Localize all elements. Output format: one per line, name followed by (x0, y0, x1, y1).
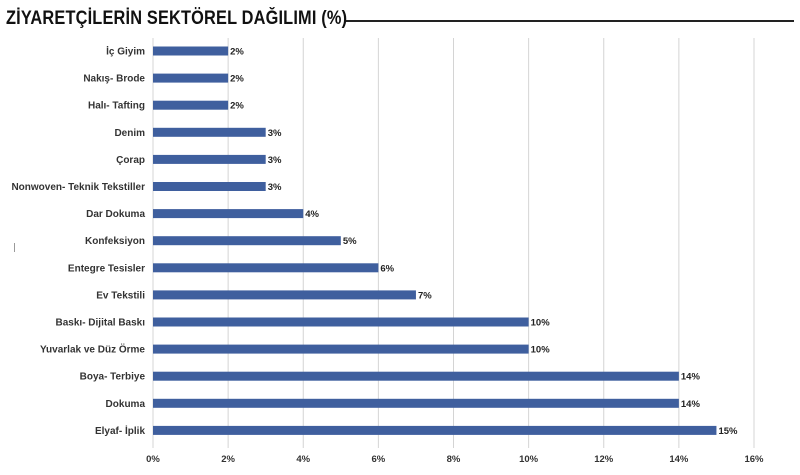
bar (153, 317, 529, 327)
category-label: Yuvarlak ve Düz Örme (40, 343, 145, 356)
category-label: Çorap (116, 155, 145, 166)
bar (153, 236, 341, 246)
data-label: 10% (531, 345, 551, 356)
data-label: 10% (531, 318, 551, 329)
x-tick-label: 12% (594, 454, 614, 465)
edge-mark (14, 243, 15, 252)
data-label: 3% (268, 128, 282, 139)
category-label: Boya- Terbiye (80, 372, 146, 383)
category-label: Dokuma (106, 399, 146, 410)
data-label: 14% (681, 399, 701, 410)
data-label: 14% (681, 372, 701, 383)
x-tick-label: 6% (372, 454, 386, 465)
x-tick-label: 10% (519, 454, 539, 465)
data-label: 5% (343, 236, 357, 247)
title-rule (346, 20, 794, 22)
bar (153, 263, 379, 273)
bar (153, 127, 266, 137)
bar (153, 154, 266, 164)
bar (153, 209, 304, 219)
data-label: 3% (268, 182, 282, 193)
x-tick-label: 14% (669, 454, 689, 465)
data-label: 4% (305, 209, 319, 220)
data-label: 2% (230, 101, 244, 112)
data-label: 7% (418, 290, 432, 301)
chart-title: ZİYARETÇİLERİN SEKTÖREL DAĞILIMI (%) (6, 8, 348, 29)
data-label: 3% (268, 155, 282, 166)
category-label: Baskı- Dijital Baskı (56, 318, 146, 329)
data-label: 6% (380, 263, 394, 274)
category-label: Elyaf- İplik (95, 424, 145, 437)
bar (153, 46, 229, 56)
label-layer: 0% 2% 4% 6% 8% 10% 12% 14% 16% İç Giyim 2% Nakış- B… (11, 45, 764, 466)
x-tick-label: 2% (221, 454, 235, 465)
category-label: Halı- Tafting (88, 101, 145, 112)
data-label: 15% (718, 426, 738, 437)
bar (153, 182, 266, 191)
bar (153, 344, 529, 354)
category-label: Ev Tekstili (96, 290, 145, 301)
category-label: Nakış- Brode (83, 74, 145, 85)
x-tick-label: 0% (146, 454, 160, 465)
bar (153, 371, 679, 381)
bar (153, 398, 679, 408)
category-label: Dar Dokuma (86, 209, 145, 220)
bar (153, 290, 416, 300)
x-tick-label: 8% (447, 454, 461, 465)
category-label: Entegre Tesisler (68, 263, 145, 274)
category-label: Denim (114, 128, 145, 139)
data-label: 2% (230, 47, 244, 58)
bar (153, 425, 717, 435)
category-label: Nonwoven- Teknik Tekstiller (11, 182, 145, 193)
category-label: İç Giyim (106, 45, 145, 58)
title-row: ZİYARETÇİLERİN SEKTÖREL DAĞILIMI (%) (6, 6, 794, 34)
x-tick-label: 16% (744, 454, 764, 465)
bar (153, 73, 229, 83)
bar (153, 100, 229, 110)
data-label: 2% (230, 74, 244, 85)
category-label: Konfeksiyon (85, 236, 145, 247)
x-tick-label: 4% (296, 454, 310, 465)
bar-layer (153, 46, 717, 435)
